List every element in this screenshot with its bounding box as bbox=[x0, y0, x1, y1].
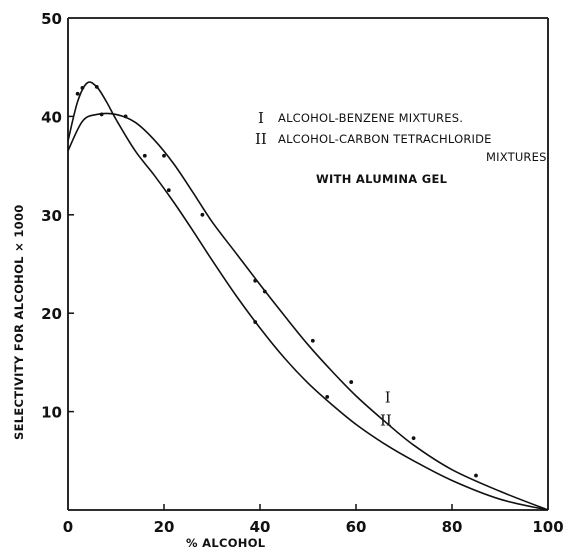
data-point-I bbox=[262, 289, 267, 294]
legend-text-2: ALCOHOL-CARBON TETRACHLORIDE bbox=[278, 132, 492, 146]
y-tick-label: 30 bbox=[41, 207, 62, 225]
y-tick-label: 20 bbox=[41, 305, 62, 323]
points-group bbox=[75, 84, 478, 478]
data-point-II bbox=[142, 153, 147, 158]
x-tick-label: 40 bbox=[250, 518, 271, 536]
data-point-II bbox=[75, 91, 80, 96]
data-point-II bbox=[325, 394, 330, 399]
x-tick-label: 60 bbox=[346, 518, 367, 536]
legend-item-1: I ALCOHOL-BENZENE MIXTURES. bbox=[258, 109, 463, 127]
data-point-I bbox=[162, 153, 166, 158]
legend: I ALCOHOL-BENZENE MIXTURES. II ALCOHOL-C… bbox=[255, 109, 547, 186]
data-point-I bbox=[310, 338, 315, 343]
y-axis-label: SELECTIVITY FOR ALCOHOL × 1000 bbox=[12, 204, 26, 440]
legend-marker-2: II bbox=[255, 130, 267, 148]
curve-label-I: I bbox=[385, 389, 391, 407]
y-tick-label: 40 bbox=[41, 108, 62, 126]
x-tick-label: 20 bbox=[154, 518, 175, 536]
legend-marker-1: I bbox=[258, 109, 264, 127]
data-point-II bbox=[80, 85, 85, 90]
data-point-I bbox=[253, 278, 258, 283]
x-tick-label: 80 bbox=[442, 518, 463, 536]
data-point-I bbox=[200, 212, 205, 217]
data-point-II bbox=[94, 84, 99, 89]
data-point-II bbox=[166, 188, 171, 193]
curve-labels-group: III bbox=[380, 389, 392, 430]
data-point-I bbox=[123, 114, 128, 119]
legend-item-2: II ALCOHOL-CARBON TETRACHLORIDE bbox=[255, 130, 492, 148]
plot-frame bbox=[67, 17, 549, 511]
x-tick-label: 0 bbox=[63, 518, 73, 536]
ticks-group: 0 20 40 60 80 100 10 20 30 40 50 bbox=[41, 10, 564, 536]
y-tick-label: 10 bbox=[41, 404, 62, 422]
legend-text-3: MIXTURES bbox=[486, 150, 547, 164]
legend-text-1: ALCOHOL-BENZENE MIXTURES. bbox=[278, 111, 463, 125]
data-point-II bbox=[253, 320, 258, 324]
curves-group bbox=[67, 81, 549, 511]
data-point-I bbox=[99, 112, 104, 117]
curve-label-II: II bbox=[380, 411, 392, 429]
series-line-I bbox=[67, 112, 549, 511]
y-tick-label: 50 bbox=[41, 10, 62, 28]
data-point-I bbox=[349, 380, 354, 384]
data-point-I bbox=[474, 473, 478, 478]
legend-text-4: WITH ALUMINA GEL bbox=[316, 172, 448, 186]
x-axis-label: % ALCOHOL bbox=[186, 536, 266, 550]
x-tick-label: 100 bbox=[532, 518, 563, 536]
data-point-I bbox=[411, 436, 416, 441]
series-line-II bbox=[67, 81, 549, 511]
